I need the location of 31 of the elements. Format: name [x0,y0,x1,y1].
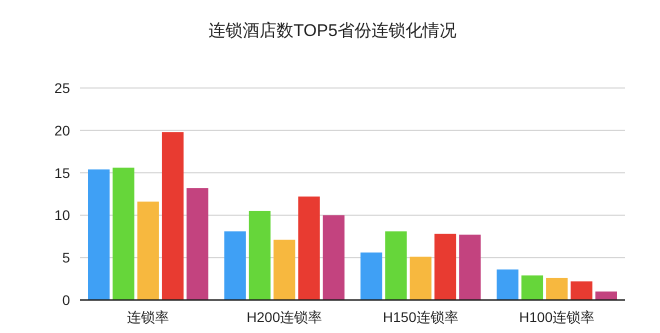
bar [137,202,159,300]
bar [248,210,271,300]
bar [88,169,110,300]
bar [274,240,296,300]
y-tick-label: 0 [62,292,70,308]
bar [186,188,208,300]
bar [322,215,344,300]
bar [410,256,432,300]
bar [459,234,481,300]
bar [434,234,456,300]
x-tick-label: 连锁率 [127,309,170,325]
chart-title: 连锁酒店数TOP5省份连锁化情况 [208,21,457,40]
x-tick-label: H200连锁率 [246,309,322,325]
y-tick-label: 25 [54,80,70,96]
bar [570,281,592,300]
x-tick-label: H100连锁率 [519,309,595,325]
bar [360,252,382,300]
bar [162,132,184,300]
bar [112,168,134,300]
bar [496,269,518,300]
bar [521,275,544,300]
y-tick-label: 15 [54,164,70,181]
x-tick-label: H150连锁率 [382,309,458,325]
bar [224,231,246,300]
y-tick-label: 10 [54,207,70,224]
y-tick-label: 20 [54,122,70,138]
bar [546,278,568,300]
bar [595,292,617,300]
bar [385,231,407,300]
y-tick-label: 5 [62,250,70,266]
bar [298,196,320,300]
